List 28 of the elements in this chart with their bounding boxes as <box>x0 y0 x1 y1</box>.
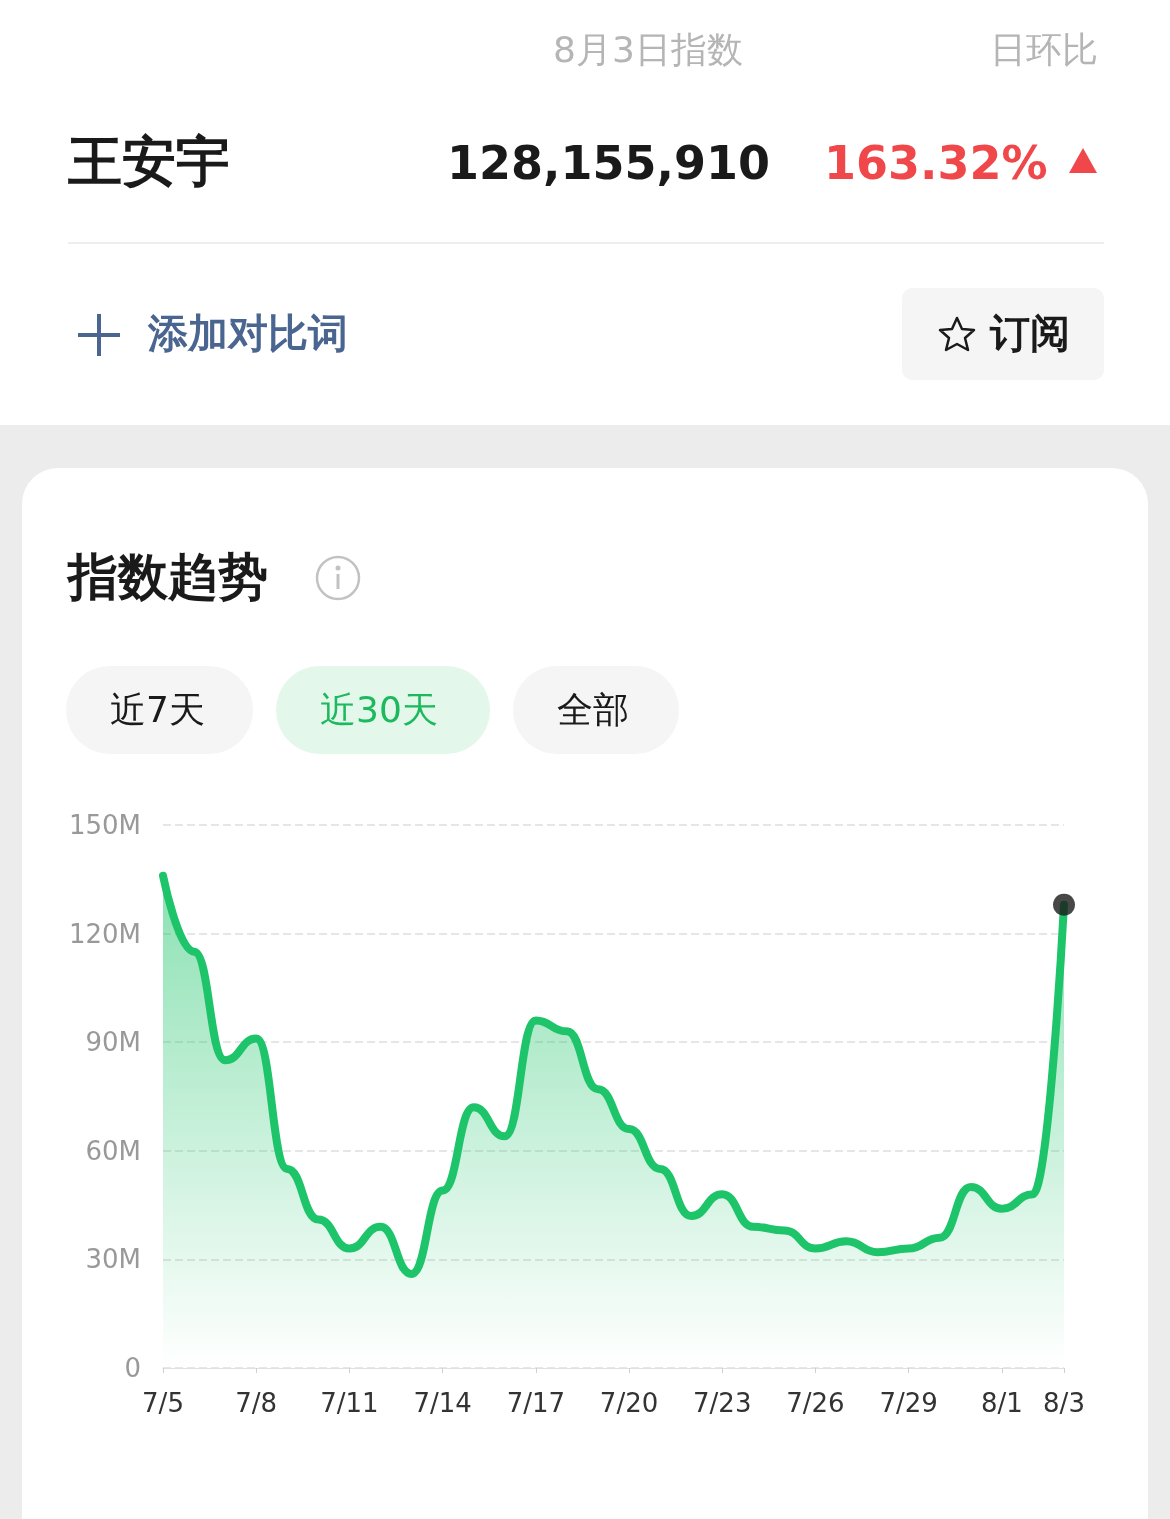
y-tick-label: 120M <box>68 918 141 949</box>
x-tick-label: 8/1 <box>980 1388 1023 1418</box>
x-tick-label: 7/8 <box>235 1388 278 1418</box>
x-tick-label: 7/20 <box>599 1388 659 1418</box>
text: 全部 <box>557 689 629 730</box>
y-tick-label: 30M <box>85 1244 141 1275</box>
text: 日环比 <box>990 29 1098 70</box>
x-tick-label: 7/23 <box>693 1388 752 1418</box>
y-tick-label: 60M <box>85 1135 141 1166</box>
x-tick-label: 7/26 <box>786 1388 845 1418</box>
x-tick-label: 7/11 <box>320 1388 379 1418</box>
y-tick-label: 0 <box>124 1353 141 1383</box>
chart-title: 指数趋势 <box>68 548 268 606</box>
text: 王安宇 <box>68 130 230 193</box>
text: 添加对比词 <box>148 310 348 356</box>
x-tick-label: 7/5 <box>142 1388 184 1418</box>
x-tick-label: 8/3 <box>1043 1388 1085 1418</box>
text: 8月3日指数 <box>553 29 743 70</box>
y-tick-label: 150M <box>68 810 141 840</box>
x-tick-label: 7/17 <box>506 1388 566 1418</box>
x-tick-label: 7/14 <box>413 1388 472 1418</box>
text: 近7天 <box>110 689 205 730</box>
text: 128,155,910 <box>447 136 771 190</box>
text: 订阅 <box>990 310 1070 356</box>
text: 近30天 <box>320 689 438 730</box>
text: 163.32% <box>824 136 1048 190</box>
y-tick-label: 90M <box>85 1027 141 1058</box>
x-tick-label: 7/29 <box>879 1388 938 1418</box>
